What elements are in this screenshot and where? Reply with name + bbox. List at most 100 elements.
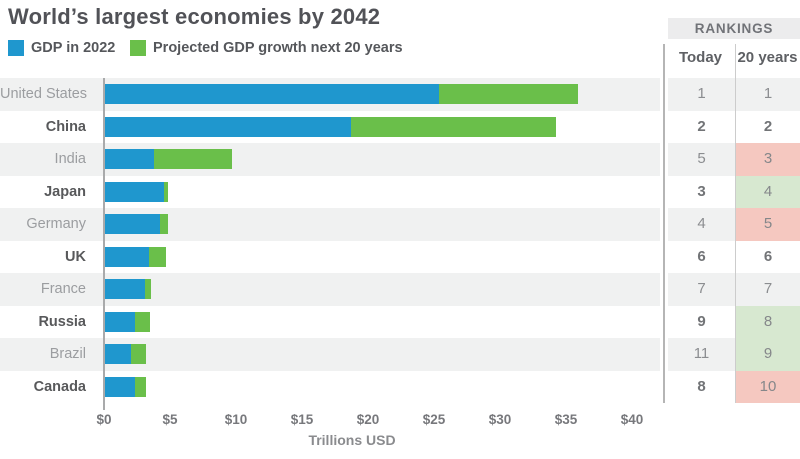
table-row: Russia 9 8 <box>0 305 800 339</box>
rank-today-cell: 2 <box>697 117 706 135</box>
chart-rows: United States 1 1 China 2 2 India <box>0 78 800 403</box>
stacked-bar <box>105 214 169 234</box>
growth-bar-segment <box>438 84 578 104</box>
axis-tick-label: $20 <box>356 412 380 427</box>
rankings-column-header-20years: 20 years <box>737 49 798 66</box>
bar-area <box>97 176 660 209</box>
growth-bar-segment <box>153 149 232 169</box>
rank-20years-cell: 9 <box>735 338 800 371</box>
x-axis-ticks: $0 $5 $10 $15 $20 $25 $30 $35 $40 <box>0 412 800 428</box>
gdp-bar-segment <box>105 116 351 137</box>
rank-20years-cell: 4 <box>735 175 800 208</box>
rank-today-cell: 8 <box>697 377 706 395</box>
legend-label: GDP in 2022 <box>31 40 116 56</box>
table-row: Brazil 11 9 <box>0 338 800 371</box>
legend-item-gdp: GDP in 2022 <box>8 40 115 56</box>
stacked-bar <box>105 376 146 397</box>
rank-today-cell: 4 <box>668 208 735 241</box>
growth-bar-segment <box>135 376 146 397</box>
bar-area <box>97 208 660 241</box>
axis-tick-label: $25 <box>422 412 446 427</box>
axis-tick-label: $15 <box>290 412 314 427</box>
rank-today-cell: 11 <box>668 338 735 371</box>
gdp-bar-segment <box>105 181 165 202</box>
rank-20years-cell: 8 <box>735 305 800 338</box>
rankings-column-header-today: Today <box>678 49 723 66</box>
y-axis-line <box>103 78 105 410</box>
gdp-legend-swatch-icon <box>8 40 24 56</box>
country-label: Germany <box>0 208 97 241</box>
legend-item-growth: Projected GDP growth next 20 years <box>130 40 403 56</box>
bar-area <box>97 111 660 144</box>
country-label: China <box>45 118 86 135</box>
rank-20years-cell: 7 <box>735 273 800 306</box>
gdp-bar-segment <box>105 279 145 299</box>
rank-today-cell: 9 <box>697 312 706 330</box>
gdp-bar-segment <box>105 376 136 397</box>
rank-20years-cell: 1 <box>735 78 800 111</box>
axis-tick-label: $30 <box>488 412 512 427</box>
stacked-bar <box>105 279 152 299</box>
rank-20years-cell: 6 <box>735 240 800 273</box>
rank-today-cell: 3 <box>697 182 706 200</box>
legend-label: Projected GDP growth next 20 years <box>153 40 403 56</box>
bar-area <box>97 78 660 111</box>
page-title: World’s largest economies by 2042 <box>8 4 381 29</box>
rank-today-cell: 7 <box>668 273 735 306</box>
country-label: United States <box>0 78 97 111</box>
table-row: UK 6 6 <box>0 240 800 274</box>
axis-tick-label: $5 <box>162 412 178 427</box>
bar-area <box>97 241 660 274</box>
growth-bar-segment <box>135 311 150 332</box>
rank-20years-cell: 3 <box>735 143 800 176</box>
growth-bar-segment <box>164 181 169 202</box>
rank-today-cell: 6 <box>697 247 706 265</box>
country-label: Brazil <box>0 338 97 371</box>
gdp-bar-segment <box>105 84 439 104</box>
country-label: Russia <box>38 313 86 330</box>
table-row: China 2 2 <box>0 110 800 144</box>
table-row: India 5 3 <box>0 143 800 176</box>
growth-legend-swatch-icon <box>130 40 146 56</box>
bar-area <box>97 306 660 339</box>
growth-bar-segment <box>148 246 166 267</box>
table-row: Japan 3 4 <box>0 175 800 209</box>
gdp-bar-segment <box>105 149 154 169</box>
country-label: UK <box>65 248 86 265</box>
growth-bar-segment <box>160 214 169 234</box>
rankings-panel-left-border <box>663 44 665 403</box>
bar-area <box>97 338 660 371</box>
table-row: Germany 4 5 <box>0 208 800 241</box>
rankings-column-divider <box>735 44 736 403</box>
country-label: Japan <box>44 183 86 200</box>
growth-bar-segment <box>131 344 146 364</box>
stacked-bar <box>105 246 166 267</box>
table-row: Canada 8 10 <box>0 370 800 403</box>
bar-area <box>97 143 660 176</box>
axis-tick-label: $0 <box>96 412 112 427</box>
growth-bar-segment <box>144 279 152 299</box>
stacked-bar <box>105 149 232 169</box>
table-row: United States 1 1 <box>0 78 800 111</box>
stacked-bar <box>105 181 169 202</box>
rank-20years-cell: 2 <box>735 110 800 143</box>
axis-tick-label: $35 <box>554 412 578 427</box>
axis-tick-label: $10 <box>224 412 248 427</box>
rankings-panel-title: RANKINGS <box>668 18 800 39</box>
growth-bar-segment <box>350 116 557 137</box>
gdp-bar-segment <box>105 344 132 364</box>
gdp-bar-segment <box>105 311 136 332</box>
country-label: France <box>0 273 97 306</box>
bar-area <box>97 273 660 306</box>
rank-today-cell: 1 <box>668 78 735 111</box>
rank-today-cell: 5 <box>668 143 735 176</box>
gdp-bar-segment <box>105 214 161 234</box>
country-label: Canada <box>33 378 86 395</box>
stacked-bar <box>105 344 146 364</box>
axis-tick-label: $40 <box>620 412 644 427</box>
rank-20years-cell: 10 <box>735 370 800 403</box>
stacked-bar <box>105 311 150 332</box>
country-label: India <box>0 143 97 176</box>
x-axis-title: Trillions USD <box>308 432 396 448</box>
